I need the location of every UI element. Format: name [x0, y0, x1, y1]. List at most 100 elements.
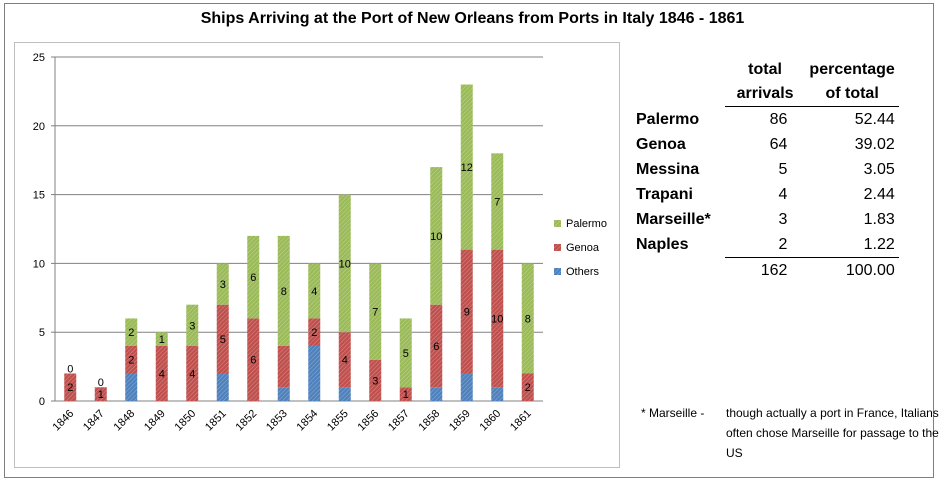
data-label-genoa: 3 [372, 375, 378, 387]
data-label-palermo: 8 [281, 286, 287, 298]
bar-others-1848 [125, 373, 138, 401]
y-tick-label: 5 [39, 327, 45, 339]
data-label-palermo: 6 [250, 272, 256, 284]
data-label-palermo: 0 [67, 363, 73, 375]
bar-genoa-1853 [277, 345, 290, 388]
data-label-genoa: 2 [525, 382, 531, 394]
bar-others-1860 [491, 387, 504, 401]
x-tick-label: 1858 [417, 408, 443, 434]
legend-swatch-others [554, 268, 561, 275]
port-percent: 1.22 [805, 232, 899, 258]
data-label-genoa: 4 [159, 368, 165, 380]
bar-palermo-1861 [521, 263, 534, 374]
port-name: Naples [636, 236, 689, 254]
bar-palermo-1859 [460, 84, 473, 250]
x-tick-label: 1860 [478, 408, 504, 434]
bar-genoa-1854 [308, 318, 321, 346]
bar-genoa-1852 [247, 318, 260, 401]
x-tick-label: 1852 [234, 408, 260, 434]
table-row: Trapani 4 2.44 [636, 182, 899, 207]
bar-genoa-1847 [94, 387, 107, 401]
port-name: Trapani [636, 186, 693, 203]
bar-palermo-1855 [338, 194, 351, 333]
port-arrivals: 3 [778, 211, 788, 228]
x-tick-label: 1853 [264, 408, 290, 434]
port-percent: 2.44 [863, 186, 895, 203]
x-tick-label: 1854 [295, 408, 321, 434]
data-label-palermo: 4 [311, 286, 317, 298]
bar-genoa-1855 [338, 332, 351, 388]
total-percent: 100.00 [845, 262, 895, 279]
data-label-genoa: 4 [342, 355, 348, 367]
x-tick-label: 1857 [386, 408, 412, 434]
data-label-genoa: 9 [464, 307, 470, 319]
chart-title: Ships Arriving at the Port of New Orlean… [200, 10, 745, 27]
port-percent: 3.05 [863, 161, 895, 178]
bar-palermo-1852 [247, 235, 260, 319]
data-label-palermo: 7 [372, 307, 378, 319]
port-percent: 1.83 [863, 211, 895, 228]
bar-genoa-1860 [491, 249, 504, 388]
total-arrivals: 162 [760, 262, 788, 279]
table-row: Palermo 86 52.44 [636, 107, 899, 133]
port-name: Genoa [636, 136, 686, 153]
port-name: Messina [636, 161, 700, 178]
bar-others-1854 [308, 345, 321, 401]
data-label-genoa: 10 [491, 313, 503, 325]
bar-genoa-1856 [369, 359, 382, 401]
data-label-genoa: 2 [311, 327, 317, 339]
x-tick-label: 1855 [325, 408, 351, 434]
bar-palermo-1856 [369, 263, 382, 360]
data-label-genoa: 1 [98, 389, 104, 401]
x-tick-label: 1846 [51, 408, 77, 434]
y-tick-label: 25 [33, 52, 45, 64]
bar-others-1858 [430, 387, 443, 401]
x-tick-label: 1861 [508, 408, 534, 434]
plot-area [14, 42, 620, 468]
bar-genoa-1858 [430, 304, 443, 388]
bar-genoa-1846 [64, 373, 77, 401]
footnote-text: though actually a port in France, Italia… [726, 406, 939, 460]
footnote-label: * Marseille - [641, 406, 705, 420]
data-label-palermo: 0 [98, 377, 104, 389]
x-tick-label: 1850 [173, 408, 199, 434]
data-label-palermo: 12 [461, 162, 473, 174]
bar-palermo-1848 [125, 318, 138, 346]
bar-genoa-1859 [460, 249, 473, 374]
port-name: Marseille* [636, 211, 711, 228]
port-arrivals: 64 [769, 136, 788, 153]
x-tick-label: 1849 [142, 408, 168, 434]
data-label-genoa: 5 [220, 334, 226, 346]
data-label-palermo: 5 [403, 348, 409, 360]
data-label-genoa: 6 [433, 341, 439, 353]
arrivals-summary-table: total percentage arrivals of total Paler… [636, 58, 899, 283]
legend-label-genoa: Genoa [566, 242, 600, 254]
legend-label-others: Others [566, 266, 600, 278]
table-total-row: 162 100.00 [636, 258, 899, 284]
table-header-row-2: arrivals of total [636, 82, 899, 107]
table-row: Naples 2 1.22 [636, 232, 899, 258]
bar-others-1859 [460, 373, 473, 401]
header-arrivals-line2: arrivals [724, 82, 806, 107]
data-label-genoa: 4 [189, 368, 195, 380]
data-label-palermo: 1 [159, 334, 165, 346]
data-label-genoa: 2 [67, 382, 73, 394]
y-tick-label: 20 [33, 121, 45, 133]
x-tick-label: 1848 [112, 408, 138, 434]
port-name: Palermo [636, 110, 700, 128]
data-label-genoa: 1 [403, 389, 409, 401]
bar-genoa-1849 [155, 345, 168, 401]
header-blank [636, 82, 725, 107]
port-arrivals: 86 [769, 111, 788, 128]
port-arrivals: 5 [778, 161, 788, 178]
port-percent: 39.02 [854, 136, 895, 153]
legend-swatch-palermo [554, 220, 561, 227]
header-arrivals-line1: total [748, 61, 782, 78]
data-label-genoa: 2 [128, 355, 134, 367]
data-label-palermo: 3 [189, 320, 195, 332]
port-arrivals: 4 [778, 186, 788, 203]
data-label-palermo: 10 [430, 231, 442, 243]
bar-others-1853 [277, 387, 290, 401]
bar-genoa-1861 [521, 373, 534, 401]
